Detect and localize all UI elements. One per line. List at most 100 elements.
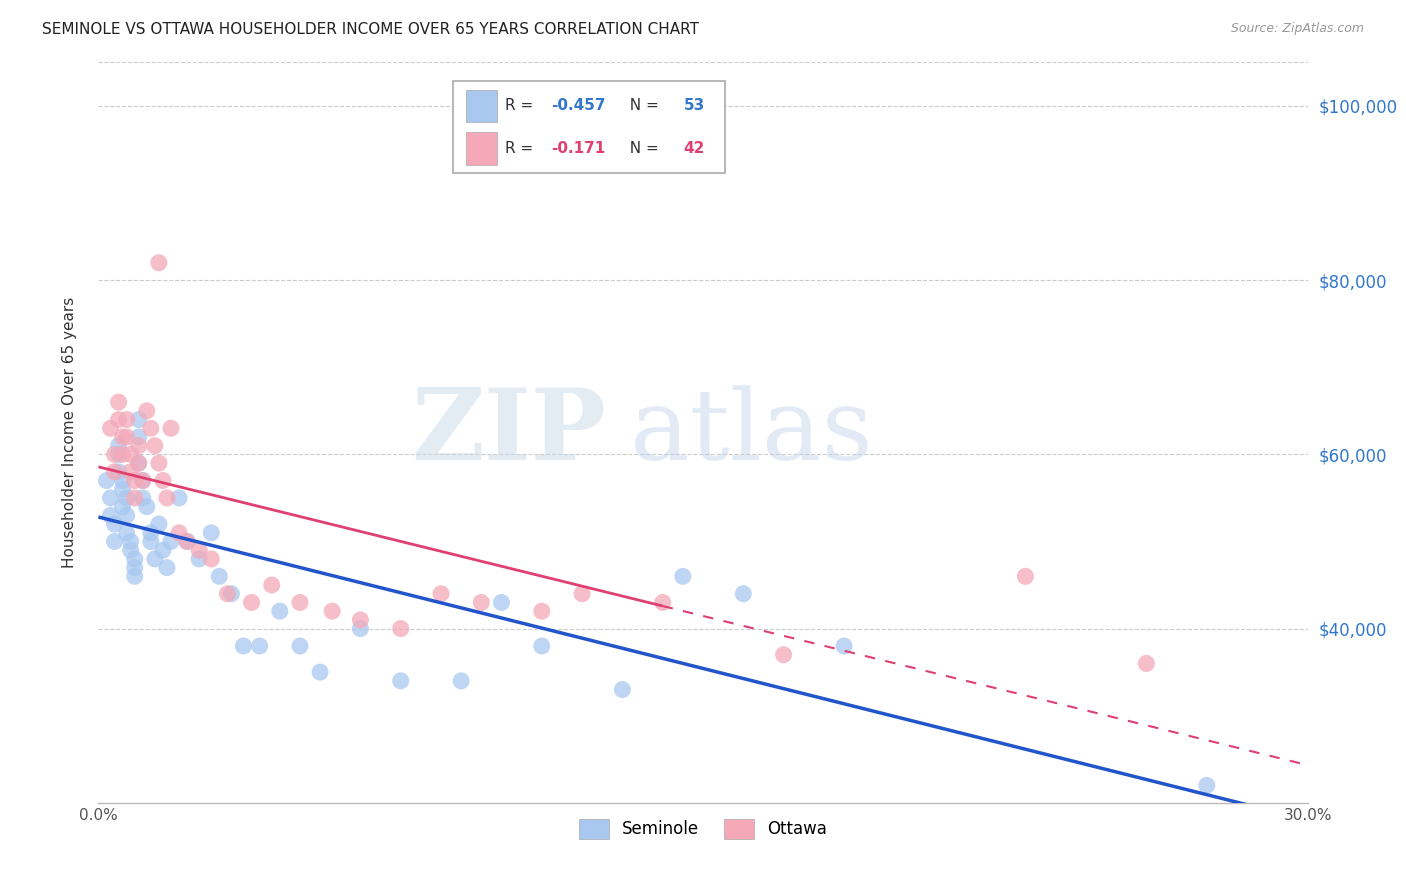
Point xyxy=(115,525,138,540)
Point xyxy=(111,430,134,444)
Point xyxy=(128,412,150,426)
Point xyxy=(349,613,371,627)
Point xyxy=(139,525,162,540)
Point xyxy=(107,412,129,426)
Point xyxy=(389,622,412,636)
Text: N =: N = xyxy=(620,141,664,156)
Point xyxy=(103,465,125,479)
FancyBboxPatch shape xyxy=(453,81,724,173)
Point xyxy=(530,604,553,618)
Point xyxy=(1195,778,1218,792)
Point xyxy=(120,534,142,549)
Point xyxy=(143,439,166,453)
Point xyxy=(111,500,134,514)
Point xyxy=(167,525,190,540)
Point xyxy=(128,456,150,470)
Point xyxy=(103,534,125,549)
Point xyxy=(260,578,283,592)
Point xyxy=(167,491,190,505)
Point xyxy=(120,543,142,558)
Point xyxy=(103,517,125,532)
Point xyxy=(152,474,174,488)
Point xyxy=(139,534,162,549)
Point xyxy=(103,447,125,461)
Point xyxy=(1135,657,1157,671)
Point xyxy=(249,639,271,653)
Text: 42: 42 xyxy=(683,141,704,156)
Point xyxy=(107,465,129,479)
Point xyxy=(240,595,263,609)
Point xyxy=(115,412,138,426)
Point xyxy=(176,534,198,549)
Point xyxy=(288,639,311,653)
Point xyxy=(132,474,155,488)
Point xyxy=(232,639,254,653)
Point xyxy=(148,256,170,270)
Point xyxy=(160,534,183,549)
Point xyxy=(321,604,343,618)
Point xyxy=(571,587,593,601)
Point xyxy=(148,517,170,532)
Point xyxy=(128,456,150,470)
Point xyxy=(349,622,371,636)
Point xyxy=(120,465,142,479)
Point xyxy=(651,595,673,609)
Point xyxy=(100,508,122,523)
Point xyxy=(208,569,231,583)
Point xyxy=(111,447,134,461)
Point xyxy=(217,587,239,601)
Point xyxy=(1014,569,1036,583)
Text: R =: R = xyxy=(505,141,543,156)
Point xyxy=(430,587,453,601)
Point xyxy=(152,543,174,558)
Point xyxy=(107,439,129,453)
Point xyxy=(132,474,155,488)
FancyBboxPatch shape xyxy=(465,132,498,165)
Point xyxy=(100,491,122,505)
Point xyxy=(124,552,146,566)
Point xyxy=(111,474,134,488)
Point xyxy=(832,639,855,653)
Point xyxy=(160,421,183,435)
Point xyxy=(135,500,157,514)
Point xyxy=(156,491,179,505)
Point xyxy=(672,569,695,583)
Point xyxy=(612,682,634,697)
Point xyxy=(188,543,211,558)
Point xyxy=(269,604,291,618)
Text: -0.171: -0.171 xyxy=(551,141,605,156)
Point xyxy=(143,552,166,566)
Point xyxy=(115,508,138,523)
Point xyxy=(188,552,211,566)
Point xyxy=(135,404,157,418)
Point xyxy=(530,639,553,653)
Text: -0.457: -0.457 xyxy=(551,98,605,113)
Y-axis label: Householder Income Over 65 years: Householder Income Over 65 years xyxy=(62,297,77,568)
Point xyxy=(491,595,513,609)
Point xyxy=(100,421,122,435)
Text: SEMINOLE VS OTTAWA HOUSEHOLDER INCOME OVER 65 YEARS CORRELATION CHART: SEMINOLE VS OTTAWA HOUSEHOLDER INCOME OV… xyxy=(42,22,699,37)
Point xyxy=(120,447,142,461)
Point xyxy=(176,534,198,549)
Point xyxy=(156,560,179,574)
Point xyxy=(132,491,155,505)
FancyBboxPatch shape xyxy=(465,90,498,122)
Text: Source: ZipAtlas.com: Source: ZipAtlas.com xyxy=(1230,22,1364,36)
Point xyxy=(115,491,138,505)
Point xyxy=(111,482,134,496)
Point xyxy=(148,456,170,470)
Point xyxy=(124,560,146,574)
Text: N =: N = xyxy=(620,98,664,113)
Text: atlas: atlas xyxy=(630,384,873,481)
Point xyxy=(107,395,129,409)
Point xyxy=(139,421,162,435)
Text: 53: 53 xyxy=(683,98,704,113)
Text: R =: R = xyxy=(505,98,538,113)
Point xyxy=(128,430,150,444)
Point xyxy=(733,587,755,601)
Point xyxy=(200,552,222,566)
Point xyxy=(124,491,146,505)
Point xyxy=(450,673,472,688)
Point xyxy=(309,665,332,680)
Point xyxy=(115,430,138,444)
